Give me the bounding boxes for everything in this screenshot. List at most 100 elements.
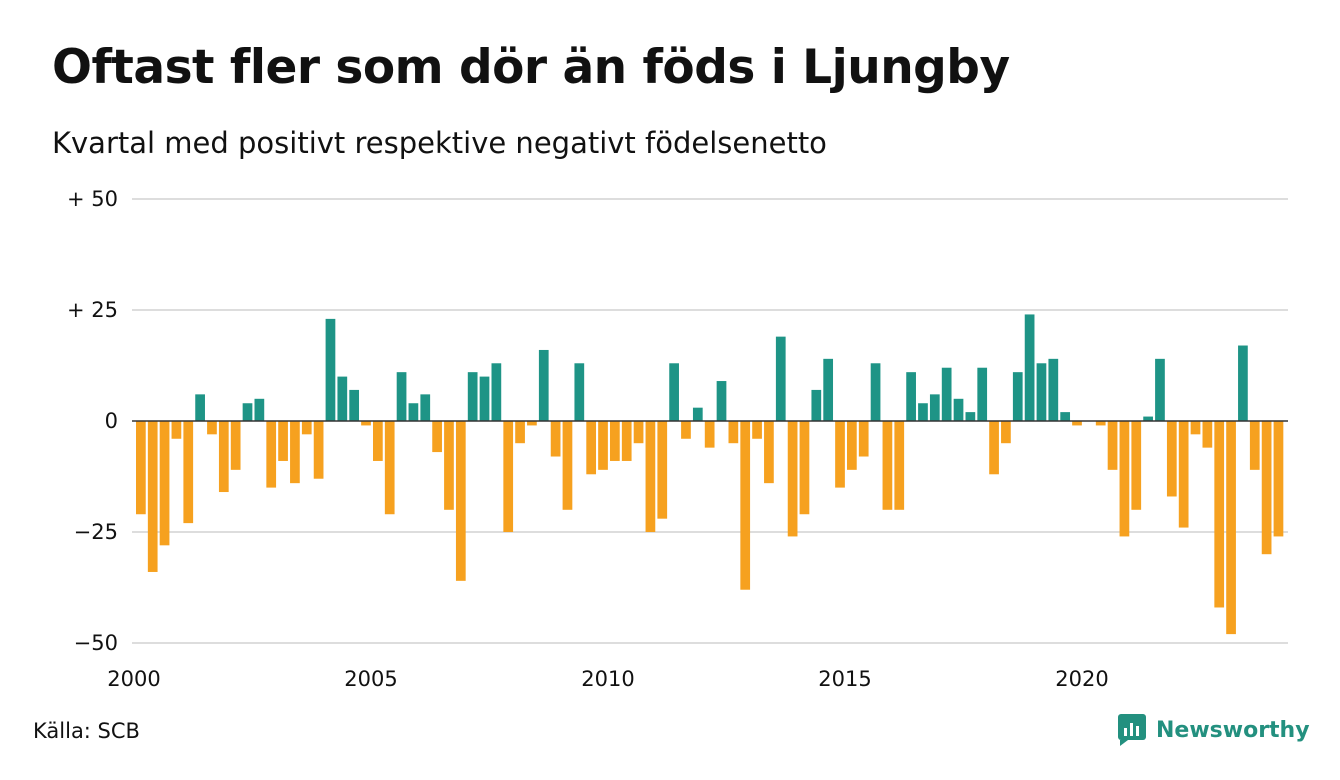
- bar-positive: [242, 403, 253, 421]
- bar-negative: [1214, 421, 1225, 608]
- bar-negative: [610, 421, 620, 461]
- bar-negative: [740, 421, 751, 590]
- bar-negative: [633, 421, 644, 444]
- bar-negative: [598, 421, 608, 470]
- bar-positive: [349, 389, 360, 421]
- bar-negative: [1107, 421, 1118, 470]
- bar-negative: [645, 421, 656, 532]
- bar-negative: [704, 421, 715, 448]
- chart-title: Oftast fler som dör än föds i Ljungby: [52, 40, 1010, 95]
- bar-negative: [136, 421, 146, 515]
- bar-negative: [787, 421, 798, 537]
- bar-negative: [301, 421, 312, 435]
- bar-negative: [183, 421, 194, 524]
- bar-negative: [894, 421, 905, 510]
- bar-negative: [230, 421, 241, 470]
- bar-negative: [1119, 421, 1130, 537]
- bar-negative: [515, 421, 525, 444]
- grid-lines: [132, 198, 1288, 644]
- x-tick-label: 2015: [818, 667, 871, 691]
- y-tick-label: −50: [74, 631, 118, 655]
- bar-negative: [147, 421, 158, 572]
- bar-positive: [823, 358, 834, 421]
- bar-positive: [408, 403, 419, 421]
- bar-negative: [1072, 421, 1082, 426]
- bar-negative: [681, 421, 691, 439]
- bar-positive: [1024, 314, 1035, 421]
- bar-negative: [1178, 421, 1189, 528]
- bar-positive: [337, 376, 348, 421]
- bar-chart: + 50 + 25 0 −25 −50 2000 2005 2010 2015 2020: [67, 187, 1288, 691]
- y-tick-label: + 50: [67, 187, 118, 211]
- bar-negative: [657, 421, 668, 519]
- bar-negative: [527, 421, 537, 426]
- bar-positive: [467, 372, 478, 421]
- bar-negative: [764, 421, 774, 484]
- chart-subtitle: Kvartal med positivt respektive negativt…: [52, 126, 827, 160]
- bar-positive: [325, 318, 336, 421]
- bar-positive: [977, 367, 988, 421]
- bar-negative: [586, 421, 597, 475]
- bar-negative: [159, 421, 170, 546]
- y-tick-label: −25: [74, 520, 118, 544]
- bar-positive: [1012, 372, 1023, 421]
- y-axis-labels: + 50 + 25 0 −25 −50: [67, 187, 118, 655]
- bar-negative: [1249, 421, 1260, 470]
- bar-negative: [989, 421, 999, 475]
- x-tick-label: 2000: [107, 667, 160, 691]
- source-note: Källa: SCB: [33, 719, 140, 743]
- bar-negative: [171, 421, 182, 439]
- bar-positive: [929, 394, 940, 421]
- bar-negative: [1190, 421, 1201, 435]
- bar-positive: [906, 372, 916, 421]
- bar-negative: [444, 421, 454, 510]
- bar-negative: [207, 421, 217, 435]
- bar-positive: [1060, 412, 1071, 421]
- bar-positive: [965, 412, 976, 421]
- bar-positive: [811, 389, 822, 421]
- bar-positive: [953, 398, 964, 421]
- bar-negative: [373, 421, 383, 461]
- brand-name: Newsworthy: [1156, 717, 1310, 743]
- y-tick-label: 0: [105, 409, 118, 433]
- bar-positive: [870, 363, 881, 421]
- bar-negative: [835, 421, 845, 488]
- bar-negative: [1166, 421, 1177, 497]
- bar-negative: [266, 421, 277, 488]
- bar-negative: [290, 421, 300, 484]
- bar-positive: [1036, 363, 1047, 421]
- bar-positive: [479, 376, 490, 421]
- bar-positive: [396, 372, 407, 421]
- brand-logo[interactable]: Newsworthy: [1118, 714, 1310, 746]
- bar-negative: [847, 421, 857, 470]
- bar-negative: [1226, 421, 1236, 635]
- bar-negative: [621, 421, 632, 461]
- bar-positive: [669, 363, 679, 421]
- bar-negative: [1095, 421, 1106, 426]
- bar-negative: [1001, 421, 1011, 444]
- bar-negative: [384, 421, 395, 515]
- bar-negative: [313, 421, 324, 479]
- bar-negative: [455, 421, 466, 581]
- bar-negative: [218, 421, 229, 493]
- bars: [136, 314, 1284, 635]
- bar-negative: [278, 421, 288, 461]
- bar-negative: [1202, 421, 1213, 448]
- bar-positive: [538, 349, 549, 421]
- bar-negative: [562, 421, 573, 510]
- bar-positive: [254, 398, 265, 421]
- y-tick-label: + 25: [67, 298, 118, 322]
- bar-positive: [1143, 416, 1153, 421]
- bar-negative: [550, 421, 561, 457]
- bar-negative: [728, 421, 739, 444]
- bar-negative: [858, 421, 869, 457]
- bar-positive: [692, 407, 703, 421]
- bar-negative: [752, 421, 762, 439]
- bar-positive: [420, 394, 431, 421]
- x-axis-labels: 2000 2005 2010 2015 2020: [107, 667, 1108, 691]
- bar-negative: [432, 421, 442, 453]
- bar-positive: [1238, 345, 1248, 421]
- x-tick-label: 2010: [581, 667, 634, 691]
- x-tick-label: 2020: [1055, 667, 1108, 691]
- x-tick-label: 2005: [344, 667, 397, 691]
